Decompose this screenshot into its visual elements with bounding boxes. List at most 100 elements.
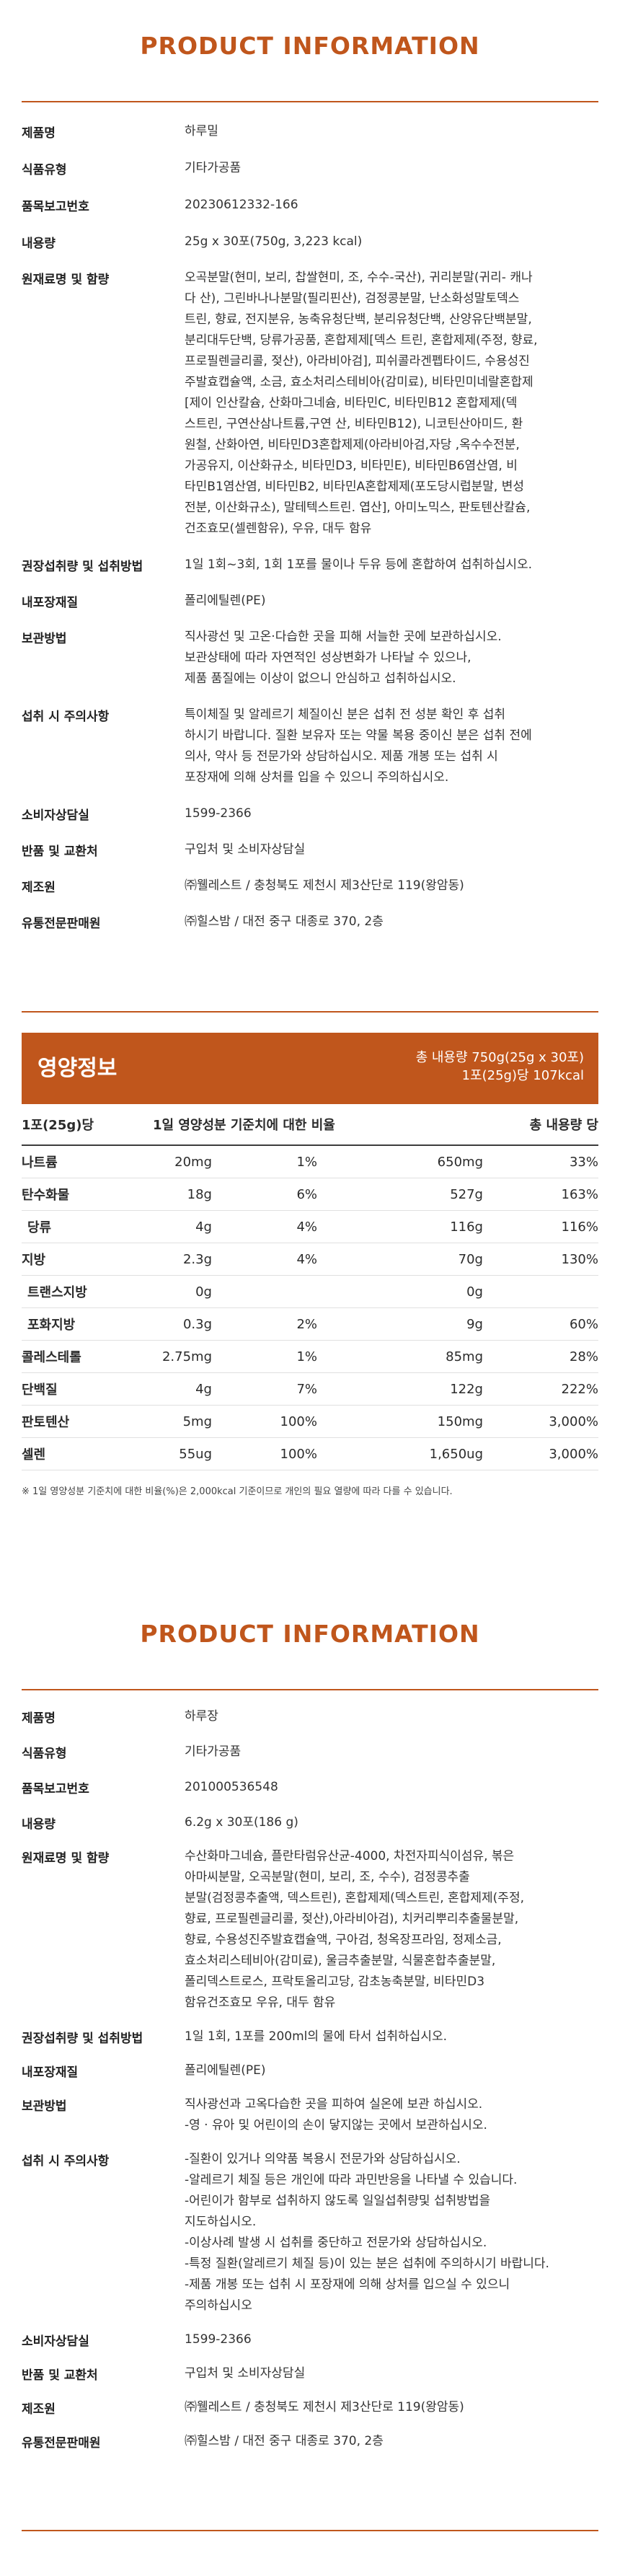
info-value-line: -질환이 있거나 의약품 복용시 전문가와 상담하십시오. — [185, 2152, 461, 2166]
info-value-line: 구입처 및 소비자상담실 — [185, 842, 306, 857]
info-value: 1599-2366 — [185, 2329, 598, 2350]
info-label: 소비자상담실 — [22, 808, 89, 823]
info-value-line: 주의하십시오 — [185, 2298, 252, 2313]
nutrition-name: 포화지방 — [27, 1318, 76, 1333]
info-value-line: 201000536548 — [185, 1780, 278, 1794]
nutrition-name: 나트륨 — [22, 1155, 58, 1170]
info-row: 원재료명 및 함량 수산화마그네슘, 플란타럼유산균-4000, 차전자피식이섬유… — [22, 1846, 598, 2013]
info-row: 보관방법 직사광선 및 고온·다습한 곳을 피해 서늘한 곳에 보관하십시오. 보관… — [22, 627, 598, 689]
nutrition-tpct: 222% — [561, 1381, 598, 1397]
nutrition-pct: 100% — [280, 1413, 317, 1429]
nutrition-pct: 1% — [296, 1349, 317, 1364]
nutrition-row: 나트륨 20mg 1% 650mg 33% — [22, 1146, 598, 1178]
info-value-line: 분리대두단백, 당류가공품, 혼합제제[덱스 트린, 혼합제제(주정, 향료, — [185, 333, 538, 348]
info-value-line: 제품 품질에는 이상이 없으니 안심하고 섭취하십시오. — [185, 671, 456, 686]
info-row: 내포장재질 폴리에틸렌(PE) — [22, 2060, 598, 2081]
info-value-line: 구입처 및 소비자상담실 — [185, 2366, 306, 2381]
info-value-line: -이상사례 발생 시 섭취를 중단하고 전문가와 상담하십시오. — [185, 2236, 487, 2250]
nutrition-tot: 9g — [466, 1316, 483, 1332]
section1-info-table: 제품명 하루밀 식품유형 기타가공품 품목보고번호 20230612332-166 내용량 2… — [22, 121, 598, 932]
info-value-line: 건조효모(셀렌함유), 우유, 대두 함유 — [185, 521, 372, 536]
info-value-line: 보관상태에 따라 자연적인 성상변화가 나타날 수 있으나, — [185, 650, 471, 665]
info-label: 제품명 — [22, 1711, 56, 1726]
nutrition-name: 콜레스테롤 — [22, 1350, 81, 1365]
nutrition-column-header: 1포(25g)당 1일 영양성분 기준치에 대한 비율 총 내용량 당 — [22, 1104, 598, 1146]
info-value-line: 아마씨분말, 오곡분말(현미, 보리, 조, 수수), 검정콩추출 — [185, 1870, 470, 1884]
info-label: 권장섭취량 및 섭취방법 — [22, 560, 143, 574]
nutrition-name: 트랜스지방 — [27, 1285, 87, 1300]
nutrition-amt: 2.3g — [182, 1251, 212, 1267]
nutrition-row: 트랜스지방 0g 0g — [22, 1276, 598, 1308]
info-value-line: 25g x 30포(750g, 3,223 kcal) — [185, 234, 363, 249]
info-value-line: -제품 개봉 또는 섭취 시 포장재에 의해 상처를 입으실 수 있으니 — [185, 2277, 510, 2292]
nutrition-tot: 150mg — [437, 1413, 483, 1429]
nutrition-pct: 1% — [296, 1154, 317, 1170]
info-row: 섭취 시 주의사항 -질환이 있거나 의약품 복용시 전문가와 상담하십시오. -알… — [22, 2149, 598, 2316]
info-value-line: ㈜힐스밤 / 대전 중구 대종로 370, 2층 — [185, 2434, 384, 2448]
info-value-line: 직사광선 및 고온·다습한 곳을 피해 서늘한 곳에 보관하십시오. — [185, 630, 502, 644]
nutrition-amt: 0g — [195, 1284, 212, 1300]
nutrition-tot: 70g — [458, 1251, 483, 1267]
nutrition-total: 총 내용량 750g(25g x 30포) 1포(25g)당 107kcal — [416, 1049, 584, 1085]
info-value-line: 하루장 — [185, 1709, 218, 1724]
nutrition-pct: 100% — [280, 1446, 317, 1462]
nutrition-pct: 2% — [296, 1316, 317, 1332]
col-total: 총 내용량 당 — [529, 1118, 598, 1133]
info-value: 특이체질 및 알레르기 체질이신 분은 섭취 전 성분 확인 후 섭취 하시기 바… — [185, 705, 598, 788]
info-value: 25g x 30포(750g, 3,223 kcal) — [185, 231, 598, 252]
nutrition-rows: 나트륨 20mg 1% 650mg 33% 탄수화물 18g 6% 527g 163% 당류 4g 4%… — [22, 1146, 598, 1470]
info-label: 보관방법 — [22, 2099, 67, 2114]
info-value-line: 포장재에 의해 상처를 입을 수 있으니 주의하십시오. — [185, 770, 449, 785]
info-row: 소비자상담실 1599-2366 — [22, 2329, 598, 2350]
info-value-line: -알레르기 체질 등은 개인에 따라 과민반응을 나타낼 수 있습니다. — [185, 2173, 518, 2187]
info-value-line: 주발효캡슐액, 소금, 효소처리스테비아(감미료), 비타민미네랄혼합제 — [185, 375, 533, 389]
info-value: 구입처 및 소비자상담실 — [185, 839, 598, 860]
info-row: 식품유형 기타가공품 — [22, 1742, 598, 1763]
info-value: ㈜힐스밤 / 대전 중구 대종로 370, 2층 — [185, 912, 598, 932]
info-value-line: 하루밀 — [185, 124, 218, 138]
info-row: 반품 및 교환처 구입처 및 소비자상담실 — [22, 2363, 598, 2384]
info-value-line: 수산화마그네슘, 플란타럼유산균-4000, 차전자피식이섬유, 볶은 — [185, 1849, 515, 1863]
info-value-line: [제이 인산칼슘, 산화마그네슘, 비타민C, 비타민B12 혼합제제(덱 — [185, 396, 518, 410]
info-row: 유통전문판매원 ㈜힐스밤 / 대전 중구 대종로 370, 2층 — [22, 912, 598, 932]
info-value-line: 트린, 향료, 전지분유, 농축유청단백, 분리유청단백, 산양유단백분말, — [185, 312, 532, 327]
info-row: 섭취 시 주의사항 특이체질 및 알레르기 체질이신 분은 섭취 전 성분 확인 … — [22, 705, 598, 788]
info-label: 내포장재질 — [22, 2065, 79, 2080]
info-value-line: 효소처리스테비아(감미료), 울금추출분말, 식물혼합추출분말, — [185, 1954, 496, 1968]
nutrition-panel: 영양정보 총 내용량 750g(25g x 30포) 1포(25g)당 107k… — [22, 1033, 598, 1497]
nutrition-row: 지방 2.3g 4% 70g 130% — [22, 1243, 598, 1276]
nutrition-amt: 55ug — [179, 1446, 212, 1462]
nutrition-name: 셀렌 — [22, 1447, 46, 1463]
info-value-line: ㈜웰레스트 / 충청북도 제천시 제3산단로 119(왕암동) — [185, 878, 464, 893]
col-ratio: 1일 영양성분 기준치에 대한 비율 — [153, 1118, 335, 1133]
nutrition-row: 단백질 4g 7% 122g 222% — [22, 1373, 598, 1406]
info-label: 내포장재질 — [22, 596, 79, 610]
info-value: 구입처 및 소비자상담실 — [185, 2363, 598, 2384]
info-label: 제품명 — [22, 126, 56, 141]
nutrition-row: 판토텐산 5mg 100% 150mg 3,000% — [22, 1406, 598, 1438]
info-value: 1일 1회, 1포를 200ml의 물에 타서 섭취하십시오. — [185, 2026, 598, 2047]
info-label: 품목보고번호 — [22, 1782, 89, 1796]
nutrition-row: 콜레스테롤 2.75mg 1% 85mg 28% — [22, 1341, 598, 1373]
nutrition-tpct: 33% — [569, 1154, 598, 1170]
nutrition-tot: 0g — [466, 1284, 483, 1300]
info-value-line: 폴리에틸렌(PE) — [185, 594, 266, 608]
info-value-line: 특이체질 및 알레르기 체질이신 분은 섭취 전 성분 확인 후 섭취 — [185, 707, 506, 722]
section1-bottom-rule — [22, 1011, 598, 1013]
section2-title: PRODUCT INFORMATION — [140, 1620, 480, 1648]
info-label: 반품 및 교환처 — [22, 2368, 98, 2383]
nutrition-tot: 116g — [450, 1219, 483, 1235]
nutrition-amt: 2.75mg — [161, 1349, 212, 1364]
info-label: 권장섭취량 및 섭취방법 — [22, 2032, 143, 2046]
info-label: 내용량 — [22, 1817, 56, 1832]
info-value-line: 1일 1회~3회, 1회 1포를 물이나 두유 등에 혼합하여 섭취하십시오. — [185, 557, 533, 572]
info-value: 직사광선과 고옥다습한 곳을 피하여 실온에 보관 하십시오. -영 · 유아 및… — [185, 2094, 598, 2136]
info-value-line: 폴리덱스트로스, 프락토올리고당, 감초농축분말, 비타민D3 — [185, 1975, 485, 1989]
info-value-line: 기타가공품 — [185, 161, 242, 175]
info-label: 유통전문판매원 — [22, 917, 101, 931]
info-label: 제조원 — [22, 2402, 56, 2417]
info-value-line: 폴리에틸렌(PE) — [185, 2063, 266, 2078]
info-label: 원재료명 및 함량 — [22, 1851, 110, 1866]
info-value: 6.2g x 30포(186 g) — [185, 1812, 598, 1833]
